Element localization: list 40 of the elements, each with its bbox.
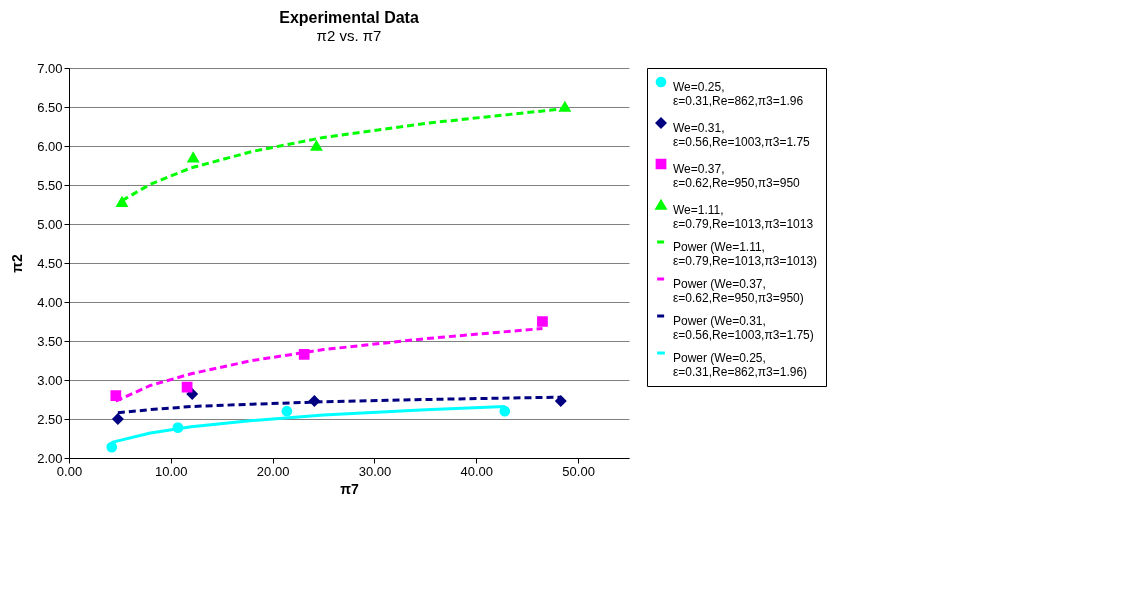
legend-label: We=0.31, ε=0.56,Re=1003,π3=1.75 xyxy=(673,121,811,149)
point xyxy=(537,316,548,327)
point xyxy=(298,348,310,360)
y-axis-title: π2 xyxy=(9,254,26,273)
legend-label: Power (We=1.11, ε=0.79,Re=1013,π3=1013) xyxy=(673,240,818,268)
y-tick-label: 3.00 xyxy=(37,372,63,388)
point xyxy=(555,395,567,407)
x-tick-label: 40.00 xyxy=(460,463,494,479)
y-tick-label: 2.50 xyxy=(37,411,63,427)
y-tick-label: 3.50 xyxy=(37,333,63,349)
y-tick-label: 4.50 xyxy=(37,255,63,271)
y-tick-label: 5.50 xyxy=(37,177,63,193)
point xyxy=(181,381,193,393)
y-tick-label: 6.00 xyxy=(37,138,63,154)
x-tick-label: 10.00 xyxy=(155,463,188,479)
legend-label: We=1.11, ε=0.79,Re=1013,π3=1013 xyxy=(673,203,814,231)
x-tick-label: 0.00 xyxy=(56,463,83,479)
point xyxy=(499,405,511,417)
legend-label: Power (We=0.37, ε=0.62,Re=950,π3=950) xyxy=(673,277,804,305)
point xyxy=(112,413,124,425)
x-tick-label: 50.00 xyxy=(562,463,595,479)
y-tick-label: 2.00 xyxy=(37,450,63,466)
point xyxy=(110,390,122,401)
point xyxy=(281,405,293,417)
x-tick-label: 30.00 xyxy=(358,463,392,479)
legend-label: Power (We=0.25, ε=0.31,Re=862,π3=1.96) xyxy=(673,351,808,379)
y-tick-label: 4.00 xyxy=(37,294,63,310)
x-tick-label: 20.00 xyxy=(256,463,290,479)
point xyxy=(186,388,198,400)
point xyxy=(187,152,199,163)
chart-subtitle: π2 vs. π7 xyxy=(316,27,382,44)
x-axis-title: π7 xyxy=(340,480,359,497)
y-tick-label: 7.00 xyxy=(37,60,63,76)
legend-label: We=0.25, ε=0.31,Re=862,π3=1.96 xyxy=(673,80,804,108)
legend-label: Power (We=0.31, ε=0.56,Re=1003,π3=1.75) xyxy=(673,314,814,342)
y-tick-label: 5.00 xyxy=(37,216,63,232)
y-tick-label: 6.50 xyxy=(37,99,63,115)
point xyxy=(106,441,118,453)
chart-title: Experimental Data xyxy=(279,9,419,26)
legend-label: We=0.37, ε=0.62,Re=950,π3=950 xyxy=(673,162,801,190)
